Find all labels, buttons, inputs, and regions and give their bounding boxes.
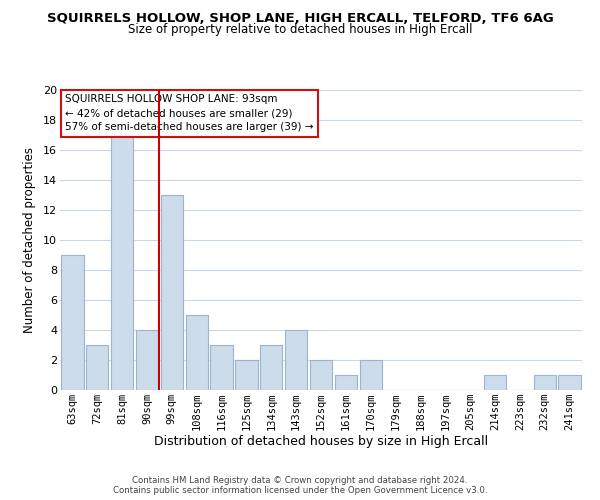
Text: Contains HM Land Registry data © Crown copyright and database right 2024.: Contains HM Land Registry data © Crown c… xyxy=(132,476,468,485)
Bar xyxy=(484,375,506,390)
Bar xyxy=(161,195,183,390)
Text: SQUIRRELS HOLLOW SHOP LANE: 93sqm
← 42% of detached houses are smaller (29)
57% : SQUIRRELS HOLLOW SHOP LANE: 93sqm ← 42% … xyxy=(65,94,314,132)
Bar xyxy=(260,345,283,390)
Bar xyxy=(533,375,556,390)
Bar xyxy=(86,345,109,390)
Bar xyxy=(136,330,158,390)
Bar xyxy=(185,315,208,390)
Text: Size of property relative to detached houses in High Ercall: Size of property relative to detached ho… xyxy=(128,22,472,36)
Text: Contains public sector information licensed under the Open Government Licence v3: Contains public sector information licen… xyxy=(113,486,487,495)
Bar xyxy=(111,135,133,390)
Bar xyxy=(61,255,83,390)
Text: SQUIRRELS HOLLOW, SHOP LANE, HIGH ERCALL, TELFORD, TF6 6AG: SQUIRRELS HOLLOW, SHOP LANE, HIGH ERCALL… xyxy=(47,12,553,26)
Bar xyxy=(335,375,357,390)
Bar xyxy=(559,375,581,390)
Bar xyxy=(235,360,257,390)
Bar xyxy=(310,360,332,390)
Bar xyxy=(285,330,307,390)
Bar xyxy=(359,360,382,390)
Bar xyxy=(211,345,233,390)
Y-axis label: Number of detached properties: Number of detached properties xyxy=(23,147,36,333)
Text: Distribution of detached houses by size in High Ercall: Distribution of detached houses by size … xyxy=(154,435,488,448)
